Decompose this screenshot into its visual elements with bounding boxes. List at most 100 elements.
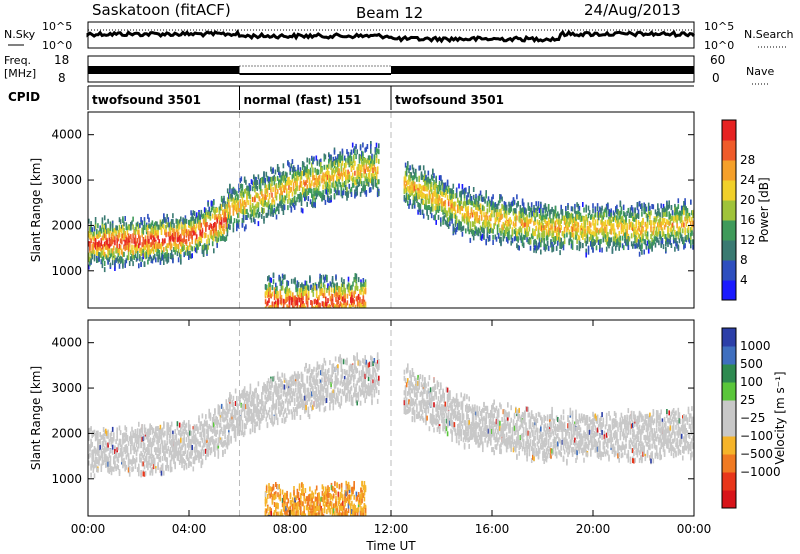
freq-tick-top: 18 <box>54 53 69 67</box>
xtick-label-4: 16:00 <box>475 522 510 536</box>
colorbar-swatch-9 <box>722 328 736 347</box>
colorbar-tick-1: 8 <box>740 253 748 267</box>
colorbar-frame <box>721 119 737 301</box>
ytick-label-2: 3000 <box>51 173 82 187</box>
freq-tick-bottom: 8 <box>58 71 66 85</box>
colorbar-tick-1: 500 <box>740 357 763 371</box>
colorbar-swatch-1 <box>722 472 736 491</box>
colorbar-swatch-2 <box>722 454 736 473</box>
colorbar-swatch-5 <box>722 180 736 201</box>
power-colorbar-label: Power [dB] <box>757 177 771 242</box>
colorbar-tick-0: 1000 <box>740 339 771 353</box>
colorbar-tick-6: 28 <box>740 153 755 167</box>
colorbar-tick-3: 25 <box>740 393 755 407</box>
beam-title: Beam 12 <box>356 4 423 22</box>
cpid-segment-label-2: twofsound 3501 <box>395 93 504 107</box>
ytick-label-0: 1000 <box>51 264 82 278</box>
nsearch-label: N.Search <box>744 28 794 41</box>
colorbar-swatch-0 <box>722 490 736 509</box>
power-echoes <box>88 112 694 308</box>
colorbar-swatch-5 <box>722 400 736 419</box>
time-axis-ticks: 00:00 04:00 08:00 12:00 16:00 20:00 00:00 <box>71 320 712 536</box>
colorbar-swatch-7 <box>722 140 736 161</box>
freq-unit-label: [MHz] <box>4 67 36 80</box>
cpid-strip: CPID twofsound 3501 normal (fast) 151 twof… <box>8 85 694 110</box>
xtick-label-1: 04:00 <box>172 522 207 536</box>
cpid-label: CPID <box>8 90 40 104</box>
velocity-colorbar: 1000 500 100 25 −25 −100 −500 −1000 <box>721 327 781 509</box>
freq-block-0 <box>88 66 240 74</box>
noise-tick-bottom-right: 10^0 <box>704 39 734 52</box>
colorbar-tick-5: −100 <box>740 429 773 443</box>
velocity-axes: 1000 2000 3000 4000 <box>51 336 694 486</box>
freq-block-2 <box>391 66 694 74</box>
colorbar-swatch-8 <box>722 346 736 365</box>
colorbar-swatch-0 <box>722 280 736 301</box>
colorbar-swatch-1 <box>722 260 736 281</box>
colorbar-tick-0: 4 <box>740 273 748 287</box>
colorbar-swatch-3 <box>722 220 736 241</box>
colorbar-tick-2: 100 <box>740 375 763 389</box>
colorbar-frame <box>721 327 737 509</box>
colorbar-swatch-2 <box>722 240 736 261</box>
velocity-panel: 1000 2000 3000 4000 Slant Range [km] 1000 50… <box>29 319 787 553</box>
velocity-ylabel: Slant Range [km] <box>29 366 43 470</box>
colorbar-swatch-6 <box>722 382 736 401</box>
ytick-label-0: 1000 <box>51 472 82 486</box>
power-axes: 1000 2000 3000 4000 <box>51 128 694 278</box>
colorbar-tick-3: 16 <box>740 213 755 227</box>
echo-band-2 <box>264 480 367 516</box>
colorbar-tick-5: 24 <box>740 173 755 187</box>
xtick-label-5: 20:00 <box>576 522 611 536</box>
xtick-label-3: 12:00 <box>374 522 409 536</box>
echo-band-3 <box>403 363 694 466</box>
echo-band-0 <box>88 195 229 273</box>
nave-label: Nave <box>746 65 774 78</box>
noise-tick-bottom-left: 10^0 <box>42 39 72 52</box>
nave-tick-bottom: 0 <box>712 71 720 85</box>
xtick-label-2: 08:00 <box>273 522 308 536</box>
ytick-label-2: 3000 <box>51 381 82 395</box>
echo-band-1 <box>226 141 380 233</box>
xtick-label-0: 00:00 <box>71 522 106 536</box>
colorbar-swatch-8 <box>722 120 736 141</box>
power-panel: 1000 2000 3000 4000 Slant Range [km] 4 8 12 16… <box>29 111 771 309</box>
colorbar-tick-7: −1000 <box>740 465 781 479</box>
power-ylabel: Slant Range [km] <box>29 158 43 262</box>
noise-tick-top-left: 10^5 <box>42 20 72 33</box>
colorbar-swatch-3 <box>722 436 736 455</box>
colorbar-tick-6: −500 <box>740 447 773 461</box>
frequency-strip: Freq. [MHz] 18 8 60 0 Nave <box>4 53 774 85</box>
station-title: Saskatoon (fitACF) <box>92 1 231 19</box>
echo-band-1 <box>226 352 380 446</box>
ytick-label-3: 4000 <box>51 128 82 142</box>
date-title: 24/Aug/2013 <box>584 1 681 19</box>
velocity-echoes <box>88 320 694 516</box>
ytick-label-1: 2000 <box>51 218 82 232</box>
velocity-colorbar-label: Velocity [m s⁻¹] <box>773 371 787 464</box>
nsky-label: N.Sky <box>4 28 36 41</box>
cpid-segment-label-1: normal (fast) 151 <box>244 93 362 107</box>
colorbar-swatch-7 <box>722 364 736 383</box>
colorbar-tick-2: 12 <box>740 233 755 247</box>
colorbar-tick-4: −25 <box>740 411 765 425</box>
ytick-label-1: 2000 <box>51 426 82 440</box>
echo-band-2 <box>264 272 367 308</box>
power-colorbar: 4 8 12 16 20 24 28 <box>721 119 755 301</box>
ytick-label-3: 4000 <box>51 336 82 350</box>
colorbar-swatch-6 <box>722 160 736 181</box>
noise-tick-top-right: 10^5 <box>704 20 734 33</box>
time-axis-label: Time UT <box>365 539 416 553</box>
colorbar-swatch-4 <box>722 200 736 221</box>
xtick-label-6: 00:00 <box>677 522 712 536</box>
freq-label: Freq. <box>4 54 31 67</box>
nave-tick-top: 60 <box>710 53 725 67</box>
noise-strip: N.Sky 10^5 10^0 10^5 10^0 N.Search <box>4 20 794 52</box>
echo-band-3 <box>403 161 694 258</box>
colorbar-tick-4: 20 <box>740 193 755 207</box>
colorbar-swatch-4 <box>722 418 736 437</box>
cpid-segment-label-0: twofsound 3501 <box>92 93 201 107</box>
echo-band-0 <box>88 399 229 479</box>
nsky-trace <box>86 29 696 44</box>
